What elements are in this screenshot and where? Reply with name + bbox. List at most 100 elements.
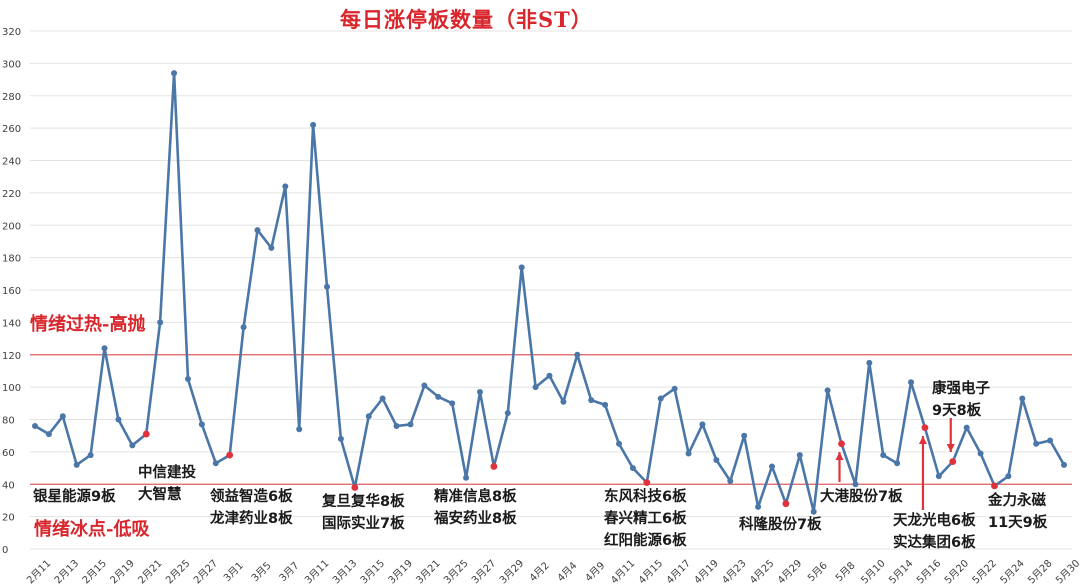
- data-point: [574, 351, 581, 358]
- data-point: [532, 384, 539, 391]
- x-tick-label: 2月11: [24, 557, 53, 586]
- zone-label-hot: 情绪过热-高抛: [30, 314, 146, 335]
- data-point: [129, 442, 136, 449]
- annotation-dagang: 大港股份7板: [820, 486, 903, 508]
- x-tick-label: 3月5: [249, 560, 274, 585]
- x-tick-label: 2月13: [52, 557, 81, 586]
- highlight-point: [838, 440, 845, 448]
- data-point: [296, 426, 303, 433]
- data-point: [379, 395, 386, 402]
- y-tick-label: 0: [2, 545, 8, 556]
- x-tick-label: 3月7: [277, 560, 302, 585]
- y-tick-label: 120: [2, 351, 21, 362]
- data-point: [727, 478, 734, 485]
- x-tick-label: 5月24: [998, 557, 1027, 586]
- y-tick-label: 160: [2, 286, 21, 297]
- x-tick-label: 5月8: [833, 560, 858, 585]
- y-tick-label: 260: [2, 124, 21, 135]
- x-tick-label: 3月15: [358, 557, 387, 586]
- data-point: [880, 452, 887, 459]
- data-point: [629, 465, 636, 472]
- highlight-point: [949, 458, 957, 465]
- x-tick-label: 3月1: [221, 560, 246, 585]
- data-point: [741, 432, 748, 439]
- y-tick-label: 140: [2, 318, 21, 329]
- series-line: [34, 71, 1066, 514]
- data-point: [463, 474, 470, 481]
- annotation-line: 精准信息8板: [434, 489, 517, 505]
- data-point: [699, 421, 706, 428]
- y-tick-label: 200: [2, 221, 21, 232]
- highlight-point: [226, 451, 234, 459]
- x-tick-label: 3月29: [497, 557, 526, 586]
- x-tick-label: 4月29: [775, 557, 804, 586]
- annotation-line: 大智慧: [138, 487, 182, 503]
- annotation-line: 红阳能源6板: [604, 533, 687, 549]
- data-point: [518, 264, 525, 271]
- data-point: [1005, 473, 1012, 480]
- annotation-line: 天龙光电6板: [893, 513, 976, 529]
- annotation-line: 科隆股份7板: [739, 517, 822, 533]
- data-point: [157, 319, 164, 326]
- data-point: [1061, 461, 1067, 468]
- data-point: [671, 385, 678, 392]
- data-point: [1019, 395, 1026, 402]
- data-point: [407, 421, 414, 428]
- data-point: [240, 324, 247, 331]
- annotation-line: 领益智造6板: [210, 489, 293, 505]
- annotation-line: 康强电子: [932, 381, 990, 397]
- x-tick-label: 3月19: [386, 557, 415, 586]
- data-point: [198, 421, 205, 428]
- x-tick-label: 3月21: [414, 557, 443, 586]
- data-point: [171, 70, 178, 77]
- data-point: [852, 481, 859, 488]
- data-point: [393, 422, 400, 429]
- x-tick-label: 5月22: [970, 557, 999, 586]
- chart-title: 每日涨停板数量（非ST）: [340, 7, 593, 32]
- data-point: [45, 431, 52, 438]
- x-tick-label: 3月13: [330, 557, 359, 586]
- highlight-point: [782, 500, 790, 508]
- data-point: [115, 416, 122, 423]
- y-tick-label: 300: [2, 59, 21, 70]
- data-point: [212, 460, 219, 467]
- data-point: [616, 440, 623, 447]
- data-point: [713, 456, 720, 463]
- annotation-kangqiang: 康强电子 9天8板: [932, 378, 990, 422]
- x-tick-label: 4月23: [720, 557, 749, 586]
- data-point: [324, 283, 331, 290]
- data-point: [1033, 440, 1040, 447]
- x-tick-label: 2月21: [136, 557, 165, 586]
- highlight-point: [142, 430, 150, 438]
- x-tick-label: 4月9: [583, 560, 608, 585]
- x-tick-label: 5月30: [1053, 557, 1080, 586]
- highlight-point: [991, 482, 998, 490]
- annotation-tianlong: 天龙光电6板 实达集团6板: [893, 510, 976, 554]
- annotation-line: 龙津药业8板: [210, 511, 293, 527]
- annotation-kelong: 科隆股份7板: [739, 514, 822, 536]
- x-tick-label: 4月2: [527, 560, 552, 585]
- data-point: [908, 379, 915, 386]
- highlight-point: [351, 484, 359, 491]
- x-tick-label: 3月25: [442, 557, 471, 586]
- data-point: [435, 393, 442, 400]
- data-point: [755, 503, 762, 510]
- data-point: [894, 460, 901, 467]
- annotation-line: 银星能源9板: [33, 489, 116, 505]
- data-point: [935, 473, 942, 480]
- y-tick-label: 60: [2, 448, 15, 459]
- annotation-jingzhun: 精准信息8板 福安药业8板: [434, 486, 517, 530]
- highlight-point: [643, 479, 651, 487]
- data-point: [588, 397, 595, 404]
- annotation-line: 11天9板: [988, 515, 1048, 531]
- x-tick-label: 4月19: [692, 557, 721, 586]
- data-point: [504, 410, 511, 417]
- x-tick-label: 4月11: [608, 557, 637, 586]
- data-point: [101, 345, 108, 352]
- annotation-yinxing: 银星能源9板: [33, 486, 116, 508]
- data-point: [282, 183, 289, 190]
- highlight-point: [921, 424, 929, 431]
- annotation-line: 福安药业8板: [434, 511, 517, 527]
- highlight-point: [490, 463, 498, 470]
